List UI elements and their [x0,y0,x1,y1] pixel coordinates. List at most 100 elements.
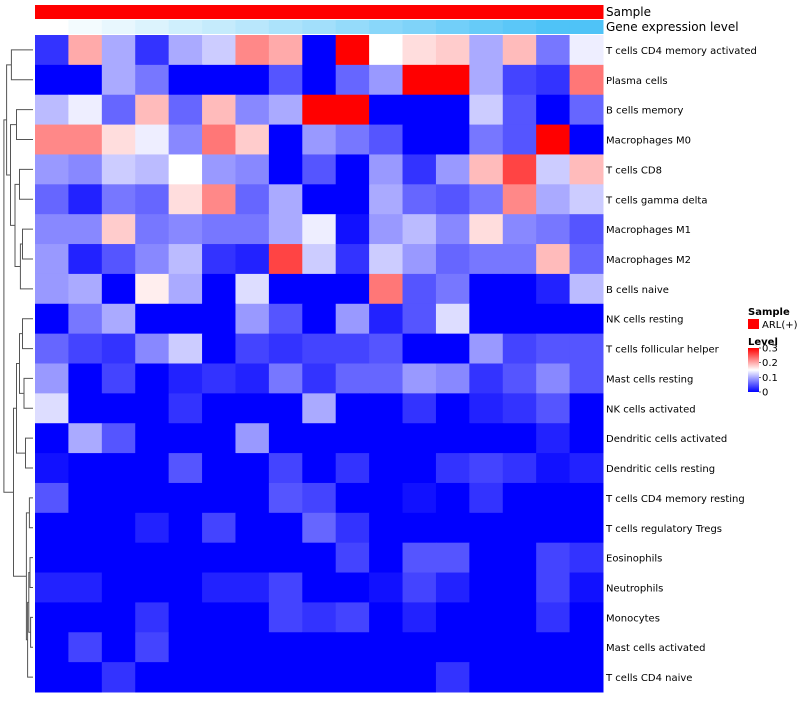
heatmap-cell [335,35,370,66]
heatmap-cell [235,124,270,155]
row-label: T cells CD8 [605,165,662,176]
heatmap-cell [168,333,203,364]
heatmap-cell [302,244,337,275]
heatmap-cell [168,453,203,484]
heatmap-cell [569,423,604,454]
heatmap-cell [135,453,170,484]
gene-expression-track-cell [135,20,170,34]
heatmap-cell [135,184,170,215]
heatmap-cell [335,64,370,96]
heatmap-cell [268,453,303,484]
heatmap-cell [435,482,470,514]
heatmap-cell [469,35,504,66]
heatmap-cell [536,542,571,574]
heatmap-cell [469,214,504,245]
heatmap-cell [35,64,69,96]
heatmap-cell [101,273,136,305]
heatmap-cell [335,602,370,633]
dendrogram-branch [3,119,14,493]
heatmap-cell [268,333,303,364]
heatmap-cell [68,35,103,66]
heatmap-cell [569,94,604,126]
heatmap-cell [168,423,203,454]
heatmap-cell [335,363,370,394]
heatmap-cell [402,154,437,185]
heatmap-cell [68,94,103,126]
heatmap-cell [168,662,203,693]
heatmap-cell [469,662,504,693]
gene-expression-track-cell [536,20,571,34]
heatmap-cell [335,632,370,663]
heatmap-cell [135,35,170,66]
heatmap-cell [168,124,203,155]
heatmap-cell [335,154,370,185]
heatmap-cell [202,214,236,245]
heatmap-cell [202,512,236,544]
row-label: Mast cells activated [606,643,705,654]
heatmap-cell [68,64,103,96]
heatmap-cell [202,244,236,275]
heatmap-cell [369,94,404,126]
dendrogram-branch [30,616,33,648]
heatmap-cell [35,124,69,155]
heatmap-cell [35,214,69,245]
heatmap-cell [268,244,303,275]
heatmap-cell [68,423,103,454]
heatmap-cell [268,363,303,394]
heatmap-cell [101,184,136,215]
heatmap-cell [335,214,370,245]
sample-track-cell [35,5,69,19]
heatmap-cell [235,423,270,454]
dendrogram-branch [23,377,33,409]
dendrogram-branch [19,168,33,200]
heatmap-cell [335,512,370,544]
heatmap-cell [235,393,270,424]
heatmap-cell [235,273,270,305]
row-label: T cells follicular helper [605,345,720,356]
heatmap-cell [536,214,571,245]
heatmap-cell [101,662,136,693]
row-label: NK cells resting [606,315,683,326]
heatmap-cell [569,154,604,185]
heatmap-cell [335,333,370,364]
heatmap-cell [268,154,303,185]
heatmap-cell [435,363,470,394]
heatmap-cell [235,333,270,364]
dendrogram-branch [16,109,33,141]
heatmap-cell [335,482,370,514]
heatmap-cell [502,512,537,544]
gene-expression-track-cell [202,20,236,34]
heatmap-cell [536,184,571,215]
heatmap-cell [369,423,404,454]
heatmap-cell [168,94,203,126]
heatmap-cell [168,632,203,663]
heatmap-cell [135,363,170,394]
heatmap-cell [369,482,404,514]
legend-level-ticks: 0.3 0.2 0.1 0 [759,344,778,399]
gene-expression-track-cell [369,20,404,34]
heatmap-cell [68,124,103,155]
heatmap-cell [202,453,236,484]
heatmap-cell [402,393,437,424]
heatmap-cell [369,512,404,544]
heatmap-cell [35,602,69,633]
heatmap-cell [369,154,404,185]
heatmap-cell [35,94,69,126]
heatmap-cell [402,482,437,514]
heatmap-cell [569,273,604,305]
row-label: Macrophages M0 [606,136,691,147]
heatmap-cell [369,602,404,633]
heatmap-cell [168,184,203,215]
heatmap-cell [402,572,437,603]
heatmap-cell [202,333,236,364]
heatmap-cell [536,64,571,96]
heatmap-cell [469,602,504,633]
heatmap-cell [335,184,370,215]
heatmap-cell [536,423,571,454]
heatmap-cell [402,244,437,275]
heatmap-cell [369,393,404,424]
heatmap-cell [335,393,370,424]
heatmap-cell [502,602,537,633]
heatmap-cell [502,482,537,514]
heatmap-cell [168,64,203,96]
